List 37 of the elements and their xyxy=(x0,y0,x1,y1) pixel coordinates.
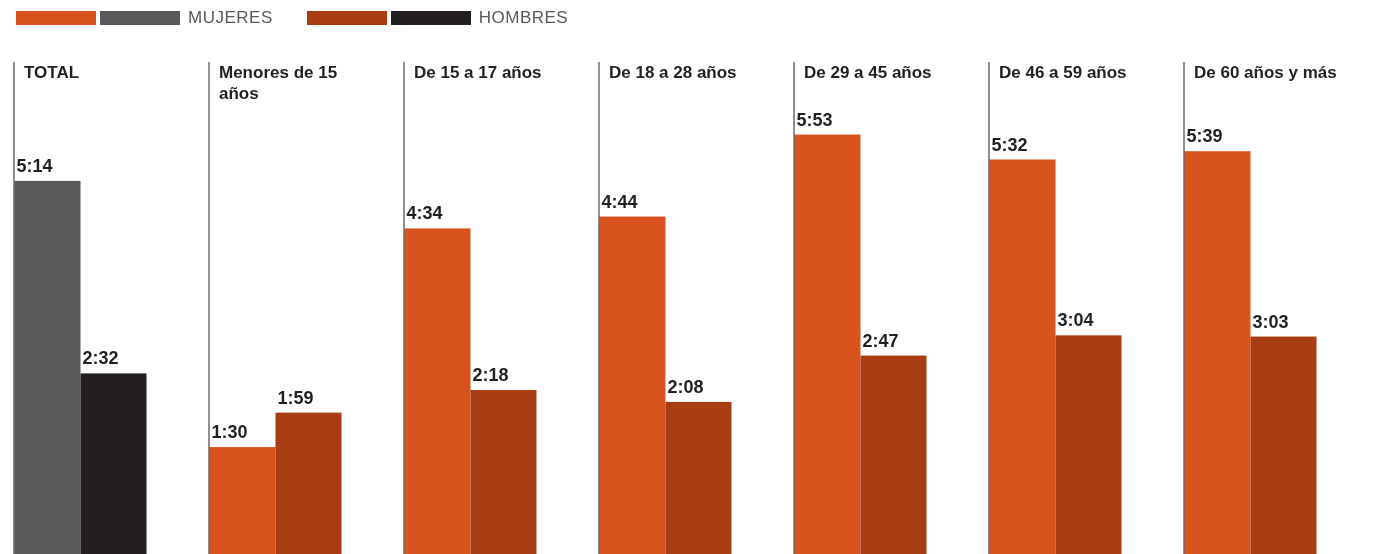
bar xyxy=(989,159,1056,554)
data-label: 3:04 xyxy=(1057,310,1094,331)
data-label: 2:32 xyxy=(82,348,119,369)
bar xyxy=(599,216,666,554)
x-tick-label: Menores de 15 años xyxy=(219,63,338,103)
bar xyxy=(1055,335,1122,554)
x-tick-label: De 60 años y más xyxy=(1194,63,1337,82)
data-label: 5:39 xyxy=(1186,126,1223,147)
x-tick-label: De 29 a 45 años xyxy=(804,63,932,82)
bar xyxy=(209,447,276,554)
data-label: 2:08 xyxy=(667,376,704,397)
legend-label: HOMBRES xyxy=(478,8,569,28)
bar xyxy=(80,373,147,554)
bar xyxy=(1184,151,1251,554)
x-tick-label: TOTAL xyxy=(24,63,80,82)
bar xyxy=(404,228,471,554)
legend-label: MUJERES xyxy=(188,8,273,28)
data-label: 5:14 xyxy=(16,155,53,176)
bar xyxy=(275,412,342,554)
x-tick-label: De 46 a 59 años xyxy=(999,63,1127,82)
data-label: 5:32 xyxy=(991,134,1028,155)
data-label: 1:30 xyxy=(211,422,248,443)
x-tick-label: De 15 a 17 años xyxy=(414,63,542,82)
data-label: 2:18 xyxy=(472,365,509,386)
data-label: 2:47 xyxy=(862,330,899,351)
bar xyxy=(860,355,927,554)
x-tick-label: De 18 a 28 años xyxy=(609,63,737,82)
bar xyxy=(14,180,81,554)
bar xyxy=(1250,336,1317,554)
data-label: 4:34 xyxy=(406,203,443,224)
bar xyxy=(665,401,732,554)
bar xyxy=(794,134,861,554)
data-label: 3:03 xyxy=(1252,311,1289,332)
bar xyxy=(470,390,537,554)
data-label: 5:53 xyxy=(796,109,833,130)
data-label: 1:59 xyxy=(277,387,314,408)
data-label: 4:44 xyxy=(601,191,638,212)
